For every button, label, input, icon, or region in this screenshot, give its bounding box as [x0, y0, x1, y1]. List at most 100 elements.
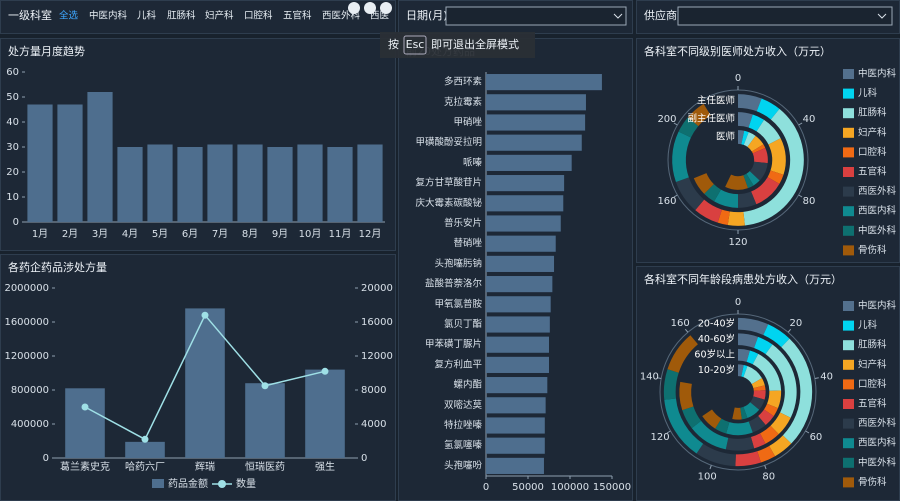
polar-bar	[738, 333, 759, 348]
supplier-select[interactable]	[677, 6, 893, 26]
polar-bar	[678, 117, 699, 138]
legend-swatch	[843, 477, 854, 488]
y-tick-label: 头孢噻吩	[444, 459, 483, 471]
date-select[interactable]	[445, 6, 627, 26]
polar-bar	[752, 147, 768, 164]
polar-bar	[738, 94, 762, 112]
dept-tab[interactable]: 儿科	[137, 10, 157, 22]
legend-label: 儿科	[858, 87, 878, 99]
icon[interactable]	[364, 2, 376, 14]
dept-tab[interactable]: 五官科	[283, 10, 312, 22]
dept-tab[interactable]: 西医外科	[322, 10, 361, 22]
y-tick-label: 60	[6, 67, 19, 78]
chevron	[877, 13, 887, 19]
polar-bar	[738, 112, 753, 128]
tick	[787, 328, 792, 333]
point	[141, 435, 149, 443]
dept-tab[interactable]: 妇产科	[205, 10, 234, 22]
polar-bar	[682, 406, 702, 429]
y-tick-label: 甲磺酸酚妥拉明	[415, 136, 482, 148]
x-tick-label: 50000	[512, 482, 544, 493]
y-tick-label: 多西环素	[444, 76, 483, 88]
polar-bar	[687, 103, 711, 127]
bar	[486, 134, 582, 151]
bar	[486, 316, 550, 333]
polar-bar	[756, 119, 781, 145]
polar-bar	[750, 396, 765, 410]
polar-bar	[740, 406, 748, 420]
polar-bar	[738, 191, 757, 208]
y-tick-label: 甲苯磺丁脲片	[425, 338, 482, 350]
y-tick-label: 2000000	[4, 283, 49, 294]
bar	[486, 356, 549, 373]
icon[interactable]	[348, 2, 360, 14]
bar	[486, 94, 586, 111]
legend-label: 骨伤科	[858, 244, 887, 256]
x-tick-label: 3月	[92, 228, 108, 240]
fullscreen-hint: 按 Esc 即可退出全屏模式	[380, 32, 535, 58]
polar-bar	[758, 409, 774, 426]
x-tick-label: 6月	[182, 228, 198, 240]
icon[interactable]	[380, 2, 392, 14]
legend-swatch	[843, 69, 854, 79]
polar-bar	[743, 108, 804, 226]
x-tick-label: 哈药六厂	[125, 460, 165, 473]
dept-tab[interactable]: 口腔科	[244, 10, 273, 22]
key-box	[403, 35, 427, 55]
legend-label: 口腔科	[858, 146, 887, 158]
polar-bar	[695, 199, 722, 223]
dept-tab[interactable]: 全选	[59, 10, 79, 22]
legend-swatch	[843, 245, 854, 256]
tick	[805, 430, 810, 434]
polar-bar	[749, 161, 768, 181]
chart-title: 各科室不同年龄段病患处方收入（万元）	[644, 272, 842, 286]
legend-label: 肛肠科	[858, 107, 887, 119]
dept-tab[interactable]: 西医	[370, 11, 390, 22]
legend-swatch	[152, 479, 164, 488]
dept-tab[interactable]: 肛肠科	[167, 10, 196, 22]
x-tick-label: 恒瑞医药	[245, 460, 285, 473]
bar	[117, 147, 143, 222]
polar-bar	[767, 390, 782, 409]
bar	[297, 144, 323, 222]
tick	[764, 465, 767, 470]
legend-label: 肛肠科	[858, 339, 887, 351]
tick	[666, 430, 671, 434]
legend-label: 中医内科	[858, 300, 897, 312]
angle-tick-label: 40	[803, 114, 816, 125]
y-tick-label: 头孢噻肟钠	[434, 257, 482, 269]
legend-label: 中医外科	[858, 456, 897, 468]
bar	[177, 147, 203, 222]
legend-label: 口腔科	[858, 378, 887, 390]
angle-tick-label: 100	[698, 472, 717, 483]
chart-title: 处方量月度趋势	[8, 44, 85, 58]
polar-bar	[696, 443, 736, 467]
legend-label: 西医外科	[858, 185, 897, 197]
legend-swatch	[843, 225, 854, 236]
x-tick-label: 10月	[299, 228, 322, 240]
bar	[207, 144, 233, 222]
bar	[486, 215, 561, 232]
legend-swatch	[843, 399, 854, 409]
polar-bar	[664, 398, 704, 454]
legend-swatch	[843, 320, 854, 331]
bar	[486, 336, 549, 353]
polar-bar	[672, 131, 691, 182]
polar-bar	[732, 407, 742, 420]
y-tick-label: 0	[13, 217, 19, 228]
bar	[486, 276, 553, 293]
radius-label: 10-20岁	[698, 364, 735, 376]
dept-tab[interactable]: 中医内科	[89, 10, 128, 22]
y-tick-label: 10	[6, 192, 19, 203]
angle-tick-label: 20	[789, 318, 802, 329]
polar-bar	[702, 409, 722, 429]
y-tick-label: 50	[6, 92, 19, 103]
polar-bar	[675, 177, 705, 211]
y-tick-label: 800000	[11, 385, 49, 396]
tick	[798, 122, 803, 126]
legend-label: 西医外科	[858, 417, 897, 429]
polar-bar	[754, 336, 773, 355]
x-tick-label: 5月	[152, 228, 168, 240]
point	[261, 382, 269, 390]
